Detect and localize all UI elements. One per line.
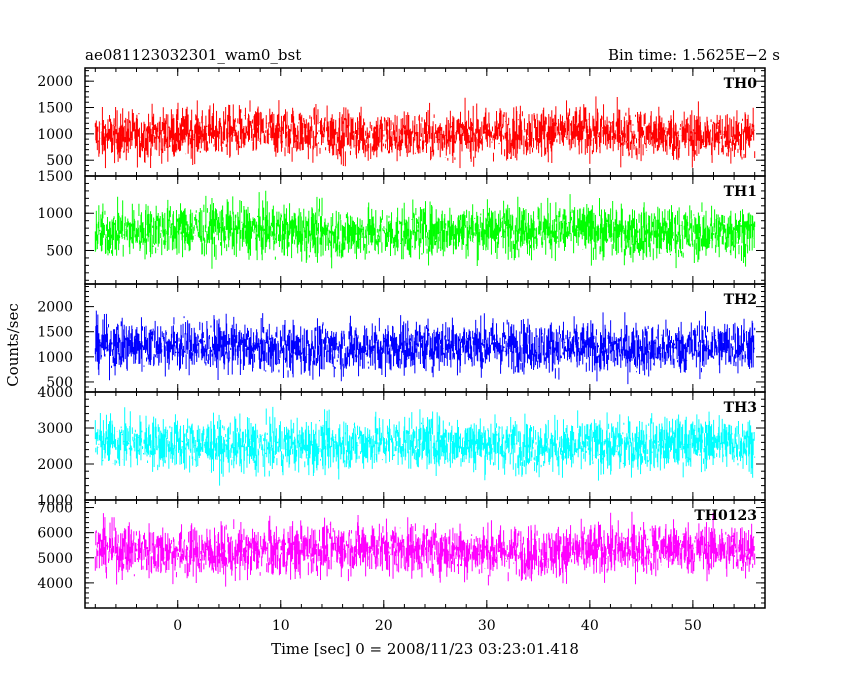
- series-label-th2: TH2: [724, 292, 757, 308]
- series-label-th1: TH1: [724, 184, 757, 200]
- y-tick-label: 500: [46, 153, 73, 169]
- chart-title-right: Bin time: 1.5625E−2 s: [608, 46, 780, 64]
- x-axis-label: Time [sec] 0 = 2008/11/23 03:23:01.418: [271, 640, 579, 658]
- series-line-th0123: [94, 511, 756, 587]
- y-tick-label: 3000: [37, 421, 73, 437]
- series-label-th0: TH0: [724, 76, 758, 92]
- series-line-th0: [94, 96, 756, 169]
- y-tick-label: 4000: [37, 576, 73, 592]
- y-tick-label: 6000: [37, 526, 73, 542]
- y-tick-label: 1500: [37, 325, 73, 341]
- x-tick-label: 0: [173, 618, 182, 634]
- x-tick-label: 10: [272, 618, 290, 634]
- y-tick-label: 5000: [37, 551, 73, 567]
- panel-th1: 500 1000 1500 TH1: [37, 169, 766, 285]
- y-tick-label: 1000: [37, 493, 73, 509]
- x-axis: 0 10 20 30 40 50: [173, 618, 702, 634]
- y-tick-label: 2000: [37, 457, 73, 473]
- series-line-th3: [94, 406, 756, 486]
- y-tick-label: 1500: [37, 101, 73, 117]
- y-tick-label: 1000: [37, 350, 73, 366]
- y-tick-label: 2000: [37, 74, 73, 90]
- y-axis-label: Counts/sec: [4, 303, 22, 387]
- x-tick-label: 30: [478, 618, 496, 634]
- y-tick-label: 1500: [37, 169, 73, 185]
- series-line-th1: [94, 190, 756, 269]
- panel-th2: 500 1000 1500 2000 TH2: [37, 283, 766, 393]
- y-tick-label: 1000: [37, 206, 73, 222]
- y-tick-label: 4000: [37, 385, 73, 401]
- panel-th0: 500 1000 1500 2000 TH0: [37, 67, 766, 177]
- x-tick-label: 50: [684, 618, 702, 634]
- y-tick-label: 500: [46, 243, 73, 259]
- series-label-th0123: TH0123: [694, 508, 757, 524]
- y-tick-label: 2000: [37, 300, 73, 316]
- panel-th3: 1000 2000 3000 4000 TH3: [37, 385, 766, 509]
- series-label-th3: TH3: [724, 400, 757, 416]
- chart-title-left: ae081123032301_wam0_bst: [85, 46, 301, 64]
- panel-th0123: 4000 5000 6000 7000 TH0123: [37, 499, 766, 609]
- x-tick-label: 40: [581, 618, 599, 634]
- y-tick-label: 1000: [37, 127, 73, 143]
- y-tick-label: 7000: [37, 501, 73, 517]
- y-tick-label: 500: [46, 375, 73, 391]
- x-tick-label: 20: [375, 618, 393, 634]
- series-line-th2: [94, 310, 756, 385]
